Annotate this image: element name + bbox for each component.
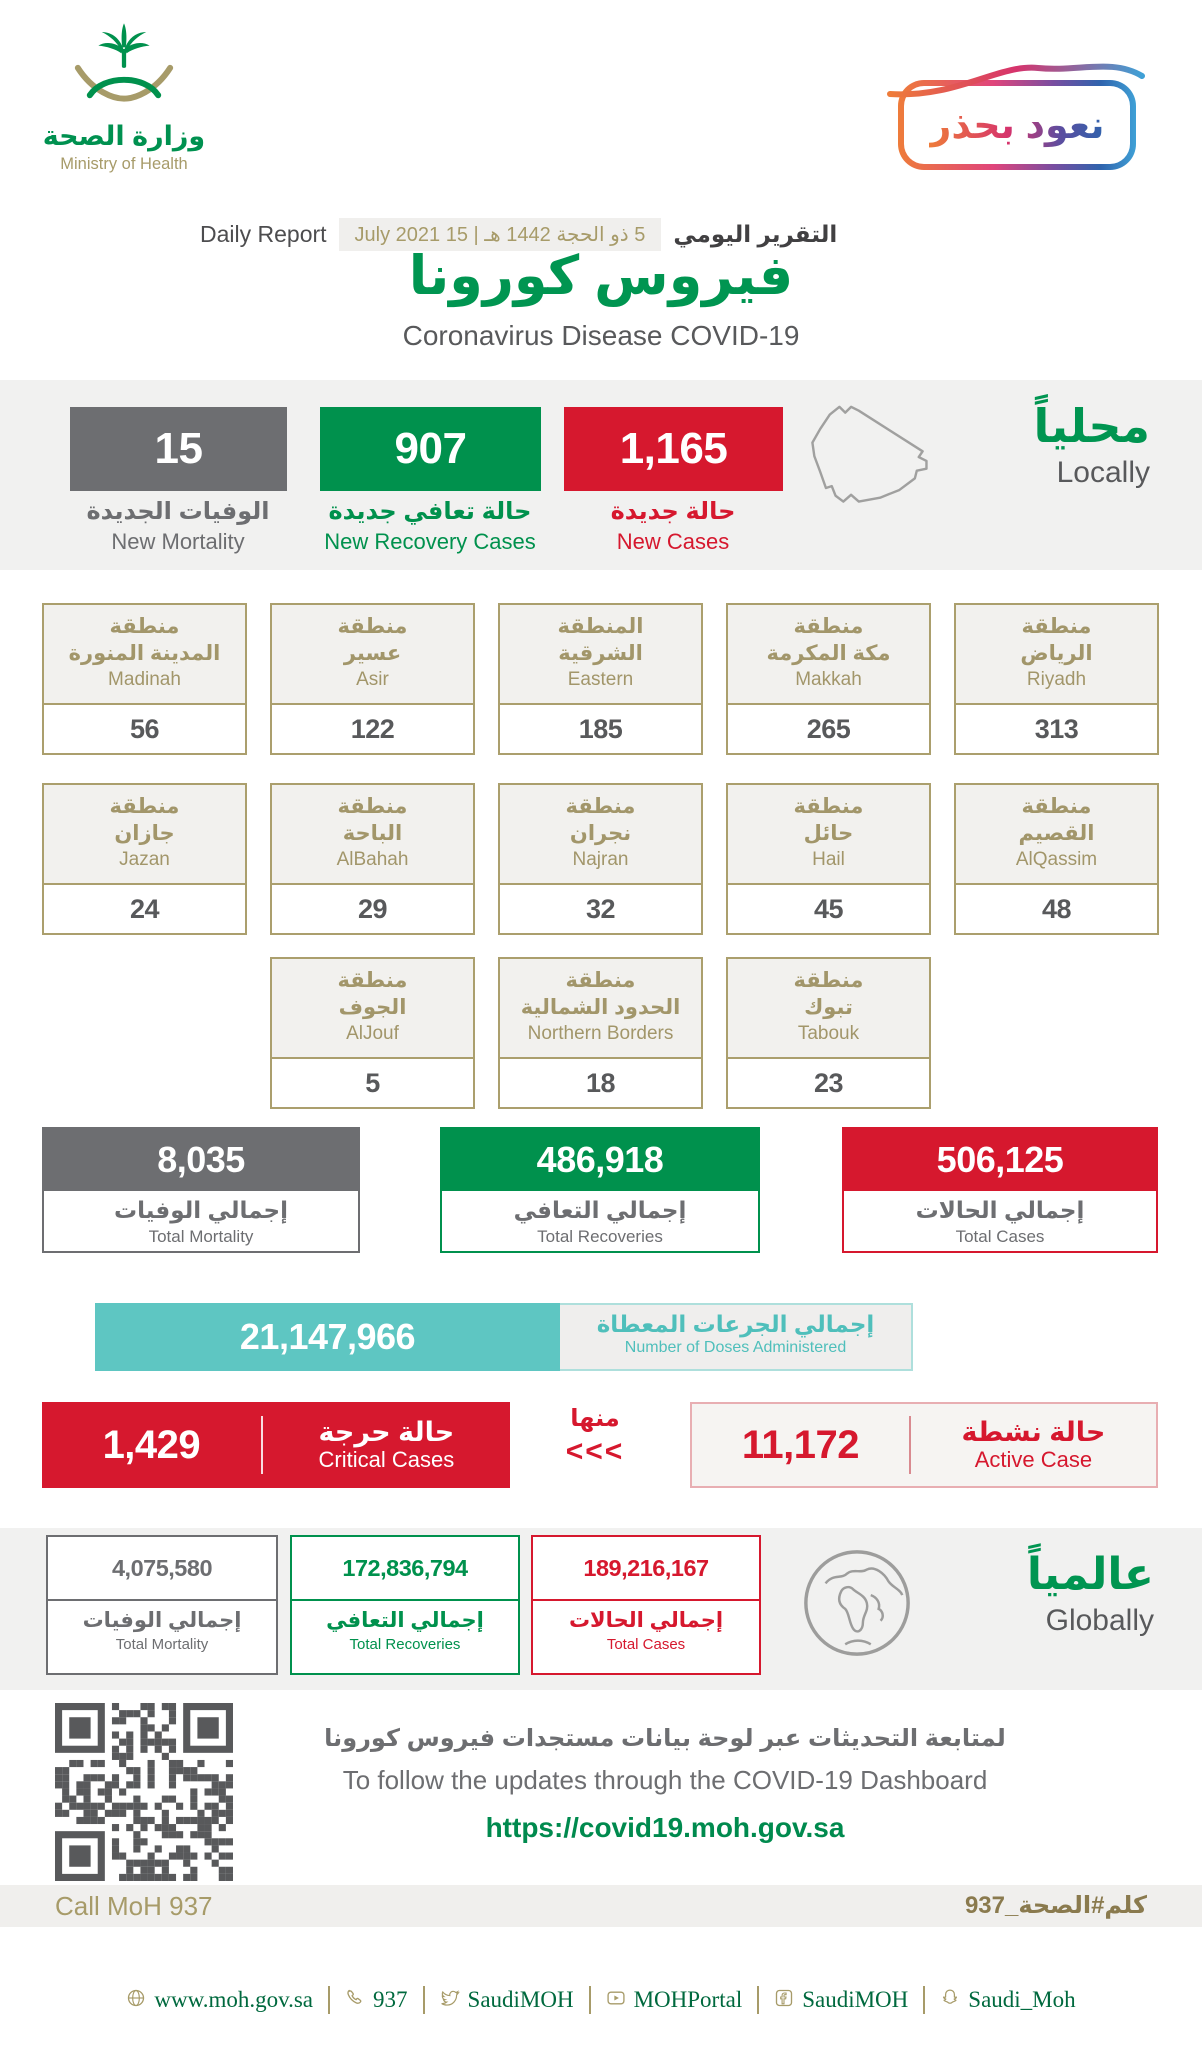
page-title-arabic: فيروس كورونا <box>408 246 794 306</box>
footer-item-website[interactable]: www.moh.gov.sa <box>126 1987 313 2013</box>
total-mortality-box: 8,035 إجمالي الوفيات Total Mortality <box>42 1127 360 1253</box>
divider <box>260 1416 263 1474</box>
region-card-aljouf: منطقة الجوف AlJouf 5 <box>270 957 475 1109</box>
page-title-english: Coronavirus Disease COVID-19 <box>402 320 800 351</box>
region-card-madinah: منطقة المدينة المنورة Madinah 56 <box>42 603 247 755</box>
total-mortality-value: 8,035 <box>44 1129 358 1191</box>
region-card-alqassim: منطقة القصيم AlQassim 48 <box>954 783 1159 935</box>
region-card-tabouk: منطقة تبوك Tabouk 23 <box>726 957 931 1109</box>
total-cases-value: 506,125 <box>844 1129 1156 1191</box>
region-card-makkah: منطقة مكة المكرمة Makkah 265 <box>726 603 931 755</box>
dashboard-url-link[interactable]: https://covid19.moh.gov.sa <box>485 1812 845 1843</box>
new-mortality-label: الوفيات الجديدة New Mortality <box>86 498 270 554</box>
daily-report-label-ar: التقرير اليومي <box>673 221 838 247</box>
twitter-icon <box>440 1988 460 2013</box>
footer-item-phone[interactable]: 937 <box>345 1987 408 2013</box>
divider <box>757 1986 760 2014</box>
global-recoveries-box: 172,836,794 إجمالي التعافي Total Recover… <box>290 1535 520 1675</box>
new-recoveries-box: 907 <box>320 407 541 491</box>
region-card-asir: منطقة عسير Asir 122 <box>270 603 475 755</box>
new-cases-label: حالة جديدة New Cases <box>610 498 736 554</box>
doses-label-box: إجمالي الجرعات المعطاة Number of Doses A… <box>558 1303 913 1371</box>
region-card-jazan: منطقة جازان Jazan 24 <box>42 783 247 935</box>
global-cases-value: 189,216,167 <box>583 1555 709 1581</box>
region-card-albahah: منطقة الباحة AlBahah 29 <box>270 783 475 935</box>
global-mortality-box: 4,075,580 إجمالي الوفيات Total Mortality <box>46 1535 278 1675</box>
active-cases-value: 11,172 <box>741 1422 860 1467</box>
global-cases-box: 189,216,167 إجمالي الحالات Total Cases <box>531 1535 761 1675</box>
divider <box>588 1986 591 2014</box>
divider <box>292 1599 518 1601</box>
region-card-northern-borders: منطقة الحدود الشمالية Northern Borders 18 <box>498 957 703 1109</box>
badge-swoosh-icon <box>886 54 1146 105</box>
region-card-eastern: المنطقة الشرقية Eastern 185 <box>498 603 703 755</box>
doses-value-box: 21,147,966 <box>95 1303 560 1371</box>
snapchat-icon <box>940 1988 960 2013</box>
critical-cases-box: 1,429 حالة حرجة Critical Cases <box>42 1402 510 1488</box>
region-card-najran: منطقة نجران Najran 32 <box>498 783 703 935</box>
chevrons-left-icon: <<< <box>565 1435 625 1468</box>
footer-item-snapchat[interactable]: Saudi_Moh <box>940 1987 1076 2013</box>
local-heading-english: Locally <box>1056 456 1150 490</box>
qr-code <box>55 1703 233 1881</box>
global-section-heading: عالمياً Globally <box>1027 1549 1154 1638</box>
new-recoveries-value: 907 <box>394 424 467 473</box>
critical-cases-value: 1,429 <box>102 1422 201 1467</box>
total-recoveries-value: 486,918 <box>442 1129 758 1191</box>
logo-title-arabic: وزارة الصحة <box>42 121 206 151</box>
footer-contact-bar: www.moh.gov.sa 937 SaudiMOH MOHPortal Sa… <box>0 1986 1202 2014</box>
badge-text: نعود بحذر <box>929 104 1105 147</box>
moh-logo: وزارة الصحة Ministry of Health <box>34 20 214 174</box>
website-globe-icon <box>126 1988 146 2013</box>
return-with-caution-badge: نعود بحذر <box>887 63 1145 170</box>
global-recoveries-value: 172,836,794 <box>342 1555 468 1581</box>
globe-icon <box>798 1544 916 1667</box>
footer-item-youtube[interactable]: MOHPortal <box>606 1987 742 2013</box>
footer-item-facebook[interactable]: SaudiMOH <box>774 1987 908 2013</box>
new-cases-value: 1,165 <box>619 424 728 473</box>
divider <box>923 1986 926 2014</box>
divider <box>533 1599 759 1601</box>
call-moh-english: Call MoH 937 <box>55 1891 213 1921</box>
facebook-icon <box>774 1988 794 2013</box>
region-card-riyadh: منطقة الرياض Riyadh 313 <box>954 603 1159 755</box>
new-cases-box: 1,165 <box>564 407 783 491</box>
phone-icon <box>345 1988 365 2013</box>
dashboard-line-arabic: لمتابعة التحديثات عبر لوحة بيانات مستجدا… <box>324 1725 1006 1752</box>
call-band <box>0 1885 1202 1927</box>
daily-report-row: Daily Report 5 ذو الحجة 1442 هـ | 15 Jul… <box>200 218 837 251</box>
saudi-arabia-map-icon <box>795 390 940 535</box>
global-mortality-value: 4,075,580 <box>111 1555 213 1581</box>
total-cases-box: 506,125 إجمالي الحالات Total Cases <box>842 1127 1158 1253</box>
new-mortality-box: 15 <box>70 407 287 491</box>
global-heading-english: Globally <box>1045 1603 1154 1637</box>
moh-emblem-icon <box>64 23 184 118</box>
region-card-hail: منطقة حائل Hail 45 <box>726 783 931 935</box>
footer-item-twitter[interactable]: SaudiMOH <box>440 1987 574 2013</box>
call-moh-arabic-hashtag: كلم#الصحة_937 <box>964 1892 1147 1919</box>
global-heading-arabic: عالمياً <box>1026 1550 1154 1599</box>
report-date: 5 ذو الحجة 1442 هـ | 15 July 2021 <box>338 218 662 251</box>
divider <box>908 1416 911 1474</box>
local-section-heading: محلياً Locally <box>1034 399 1150 490</box>
daily-report-label-en: Daily Report <box>200 221 327 247</box>
youtube-icon <box>606 1988 626 2013</box>
new-mortality-value: 15 <box>154 424 203 473</box>
dashboard-info: لمتابعة التحديثات عبر لوحة بيانات مستجدا… <box>240 1724 1090 1844</box>
divider <box>328 1986 331 2014</box>
dashboard-line-english: To follow the updates through the COVID-… <box>342 1765 988 1795</box>
local-heading-arabic: محلياً <box>1033 400 1150 452</box>
total-recoveries-box: 486,918 إجمالي التعافي Total Recoveries <box>440 1127 760 1253</box>
active-cases-box: 11,172 حالة نشطة Active Case <box>690 1402 1158 1488</box>
doses-value: 21,147,966 <box>239 1316 416 1357</box>
divider <box>422 1986 425 2014</box>
new-recoveries-label: حالة تعافي جديدة New Recovery Cases <box>324 498 536 554</box>
logo-title-english: Ministry of Health <box>60 155 188 173</box>
of-which-indicator: منها <<< <box>540 1404 650 1467</box>
divider <box>48 1599 276 1601</box>
